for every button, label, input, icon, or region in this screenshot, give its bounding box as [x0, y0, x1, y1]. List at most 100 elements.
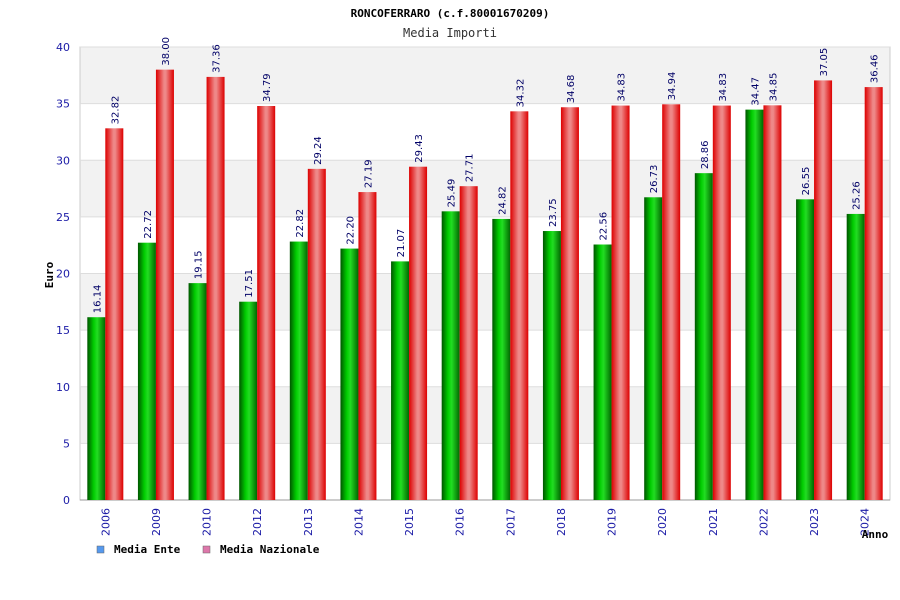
bar-media-ente	[188, 283, 207, 500]
bar-media-nazionale	[510, 111, 529, 501]
x-axis-label: Anno	[862, 528, 889, 541]
y-axis-ticks: 0 5 10 15 20 25 30 35 40	[56, 41, 70, 507]
x-tick-label: 2022	[757, 508, 770, 536]
bar-value-label: 22.20	[345, 216, 356, 245]
bar-media-ente	[289, 241, 308, 500]
x-tick-label: 2020	[656, 508, 669, 536]
y-tick-label: 0	[63, 494, 70, 507]
bar-value-label: 24.82	[497, 186, 508, 215]
bar-media-nazionale	[814, 80, 833, 500]
x-axis-ticks: 2006 2009 2010 2012 2013 2014 2015 2016 2017 2018…	[99, 508, 871, 536]
bar-value-label: 23.75	[548, 198, 559, 227]
bar-value-label: 27.19	[363, 159, 374, 188]
bar-value-label: 36.46	[870, 54, 881, 83]
x-tick-label: 2006	[99, 508, 112, 536]
bar-value-label: 29.43	[414, 134, 425, 163]
y-tick-label: 40	[56, 41, 70, 54]
y-tick-label: 25	[56, 211, 70, 224]
y-tick-label: 35	[56, 98, 70, 111]
legend: Media Ente Media Nazionale	[96, 543, 320, 556]
bar-media-nazionale	[257, 106, 276, 501]
bar-media-nazionale	[307, 168, 326, 500]
x-tick-label: 2024	[859, 508, 872, 536]
x-tick-label: 2016	[454, 508, 467, 536]
bar-value-label: 17.51	[244, 269, 255, 298]
bar-value-label: 26.73	[649, 165, 660, 194]
y-tick-label: 30	[56, 154, 70, 167]
bar-value-label: 26.55	[801, 167, 812, 196]
bar-value-label: 34.32	[515, 79, 526, 108]
bar-media-ente	[340, 248, 359, 500]
bar-media-ente	[593, 244, 612, 500]
bar-value-label: 25.49	[447, 179, 458, 208]
bar-media-nazionale	[712, 105, 731, 501]
bar-value-label: 34.83	[617, 73, 628, 102]
bar-media-ente	[492, 218, 511, 500]
x-tick-label: 2018	[555, 508, 568, 536]
bar-value-label: 22.82	[295, 209, 306, 238]
x-tick-label: 2015	[403, 508, 416, 536]
bar-media-nazionale	[763, 105, 782, 500]
legend-swatch	[202, 545, 211, 554]
bar-value-label: 34.83	[718, 73, 729, 102]
legend-label: Media Ente	[114, 543, 181, 556]
bar-media-nazionale	[155, 69, 174, 501]
bars: 16.14 32.82 22.72 38.00 19.15 37.36 17.51 34.79…	[87, 37, 883, 501]
bar-media-nazionale	[864, 87, 883, 500]
x-tick-label: 2021	[707, 508, 720, 536]
bar-media-ente	[644, 197, 663, 500]
bar-value-label: 16.14	[92, 285, 103, 314]
y-tick-label: 20	[56, 268, 70, 281]
x-tick-label: 2012	[251, 508, 264, 536]
bar-value-label: 22.56	[599, 212, 610, 241]
bar-value-label: 25.26	[852, 181, 863, 210]
bar-value-label: 32.82	[110, 96, 121, 125]
bar-value-label: 27.71	[465, 154, 476, 183]
bar-media-nazionale	[409, 166, 428, 500]
bar-value-label: 19.15	[194, 250, 205, 279]
bar-value-label: 34.94	[667, 72, 678, 101]
bar-value-label: 22.72	[143, 210, 154, 239]
x-tick-label: 2009	[150, 508, 163, 536]
bar-media-ente	[391, 261, 410, 500]
bar-media-nazionale	[611, 105, 630, 501]
bar-media-nazionale	[560, 107, 579, 501]
bar-value-label: 38.00	[161, 37, 172, 66]
legend-swatch	[96, 545, 105, 554]
bar-value-label: 37.36	[212, 44, 223, 73]
x-tick-label: 2017	[504, 508, 517, 536]
bar-media-nazionale	[662, 104, 681, 500]
bar-media-ente	[239, 301, 258, 500]
bar-media-ente	[694, 173, 713, 500]
y-tick-label: 15	[56, 324, 70, 337]
bar-media-ente	[796, 199, 815, 501]
bar-value-label: 34.68	[566, 75, 577, 104]
bar-media-nazionale	[459, 186, 478, 500]
x-tick-label: 2014	[352, 508, 365, 536]
x-tick-label: 2013	[302, 508, 315, 536]
bar-value-label: 34.47	[750, 77, 761, 106]
bar-value-label: 28.86	[700, 141, 711, 170]
legend-label: Media Nazionale	[220, 543, 320, 556]
bar-media-ente	[87, 317, 106, 500]
bar-media-ente	[846, 213, 865, 501]
bar-media-nazionale	[206, 76, 225, 500]
y-tick-label: 10	[56, 381, 70, 394]
bar-value-label: 37.05	[819, 48, 830, 77]
x-tick-label: 2023	[808, 508, 821, 536]
x-tick-label: 2019	[606, 508, 619, 536]
bar-media-nazionale	[105, 128, 124, 500]
bar-media-ente	[441, 211, 460, 500]
x-tick-label: 2010	[201, 508, 214, 536]
bar-value-label: 21.07	[396, 229, 407, 258]
bar-media-ente	[745, 109, 764, 500]
bar-value-label: 29.24	[313, 136, 324, 165]
bar-media-ente	[542, 231, 561, 500]
y-tick-label: 5	[63, 437, 70, 450]
y-axis-label: Euro	[43, 261, 56, 288]
chart-subtitle: Media Importi	[403, 26, 497, 40]
bar-media-ente	[137, 242, 156, 501]
bar-media-nazionale	[358, 192, 377, 501]
bar-value-label: 34.85	[768, 73, 779, 102]
